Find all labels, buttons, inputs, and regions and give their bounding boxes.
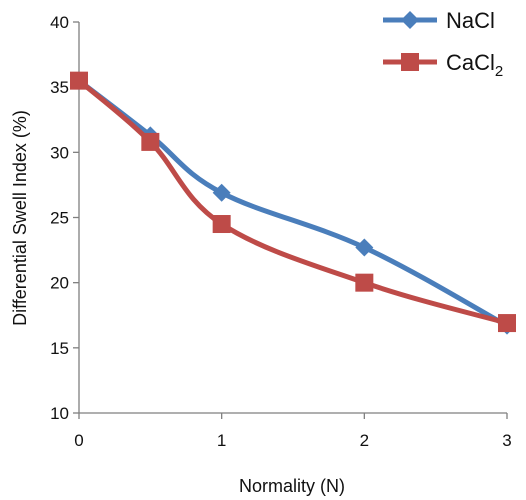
series-layer bbox=[70, 71, 516, 335]
y-axis-title: Differential Swell Index (%) bbox=[10, 110, 30, 326]
series-line-cacl bbox=[76, 78, 510, 326]
x-tick-label: 2 bbox=[360, 431, 369, 450]
axes: 10 15 20 25 30 35 40 0 1 2 3 bbox=[50, 13, 512, 450]
data-point-cacl bbox=[70, 71, 88, 90]
legend-marker bbox=[401, 53, 419, 71]
legend: NaCl CaCl2 bbox=[383, 8, 503, 80]
data-point-nacl bbox=[212, 183, 231, 202]
y-tick-label: 10 bbox=[50, 404, 69, 423]
y-tick-label: 15 bbox=[50, 339, 69, 358]
legend-marker bbox=[401, 11, 419, 29]
y-tick-label: 35 bbox=[50, 78, 69, 97]
x-tick-label: 3 bbox=[502, 431, 511, 450]
x-axis-title: Normality (N) bbox=[239, 476, 345, 496]
legend-label: CaCl2 bbox=[446, 50, 503, 80]
series-nacl bbox=[70, 71, 516, 335]
data-point-cacl bbox=[141, 132, 160, 151]
data-point-cacl bbox=[355, 273, 374, 292]
data-point-cacl bbox=[212, 215, 231, 234]
x-tick-label: 0 bbox=[74, 431, 83, 450]
legend-item-nacl: NaCl bbox=[383, 8, 495, 33]
y-tick-label: 40 bbox=[50, 13, 69, 32]
series-cacl bbox=[70, 71, 516, 333]
data-point-nacl bbox=[355, 238, 374, 257]
legend-label: NaCl bbox=[446, 8, 495, 33]
x-tick-label: 1 bbox=[217, 431, 226, 450]
y-tick-label: 30 bbox=[50, 143, 69, 162]
data-point-cacl bbox=[498, 314, 516, 333]
legend-item-cacl: CaCl2 bbox=[383, 50, 503, 80]
y-tick-label: 25 bbox=[50, 209, 69, 228]
y-tick-label: 20 bbox=[50, 274, 69, 293]
series-line-nacl bbox=[76, 78, 510, 329]
